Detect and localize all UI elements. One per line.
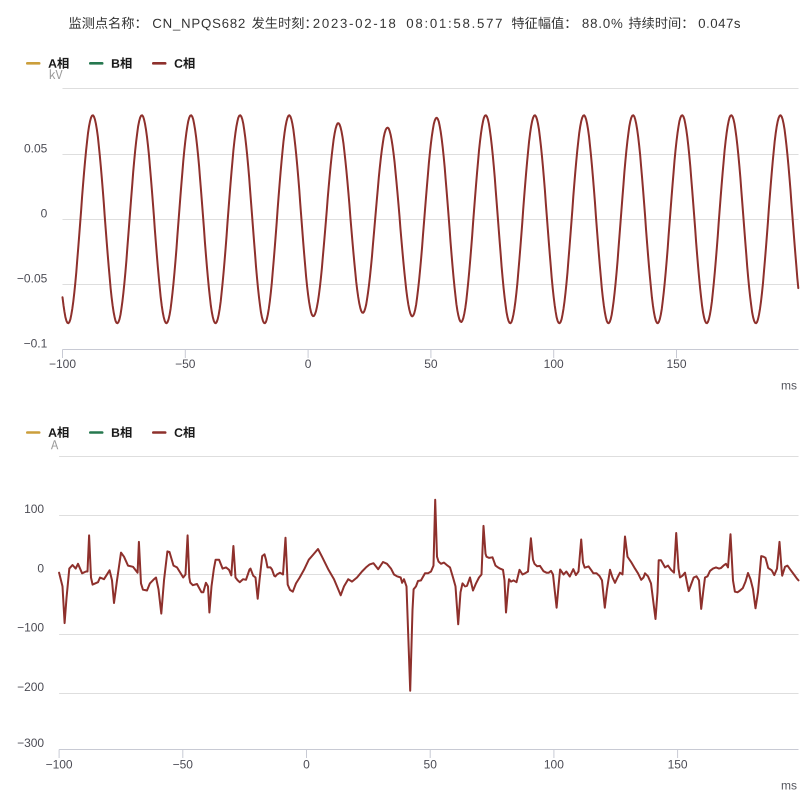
svg-text:−200: −200 <box>17 680 44 694</box>
svg-text:−100: −100 <box>46 757 73 771</box>
svg-text:100: 100 <box>544 357 564 371</box>
svg-text:−100: −100 <box>17 621 44 635</box>
svg-text:−100: −100 <box>49 357 76 371</box>
svg-text:0.05: 0.05 <box>24 141 48 155</box>
svg-text:150: 150 <box>668 757 688 771</box>
svg-text:150: 150 <box>666 357 686 371</box>
svg-text:0: 0 <box>41 206 48 220</box>
svg-text:0: 0 <box>305 357 312 371</box>
svg-text:−300: −300 <box>17 736 44 750</box>
svg-text:50: 50 <box>424 757 438 771</box>
svg-text:100: 100 <box>544 757 564 771</box>
svg-text:0: 0 <box>37 561 44 575</box>
svg-text:50: 50 <box>424 357 438 371</box>
svg-text:−50: −50 <box>175 357 196 371</box>
svg-text:−0.1: −0.1 <box>24 336 48 350</box>
svg-text:−0.05: −0.05 <box>17 272 48 286</box>
svg-text:0: 0 <box>303 757 310 771</box>
svg-text:ms: ms <box>781 379 797 393</box>
svg-text:100: 100 <box>24 502 44 516</box>
svg-text:ms: ms <box>781 779 797 793</box>
svg-text:−50: −50 <box>173 757 194 771</box>
